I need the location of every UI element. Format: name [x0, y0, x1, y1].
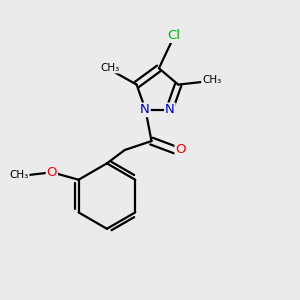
Text: CH₃: CH₃: [202, 75, 221, 85]
Text: Cl: Cl: [167, 29, 180, 42]
Text: CH₃: CH₃: [10, 170, 29, 180]
Text: N: N: [140, 103, 150, 116]
Text: N: N: [165, 103, 175, 116]
Text: CH₃: CH₃: [100, 63, 119, 73]
Text: O: O: [176, 143, 186, 156]
Text: O: O: [46, 166, 57, 179]
